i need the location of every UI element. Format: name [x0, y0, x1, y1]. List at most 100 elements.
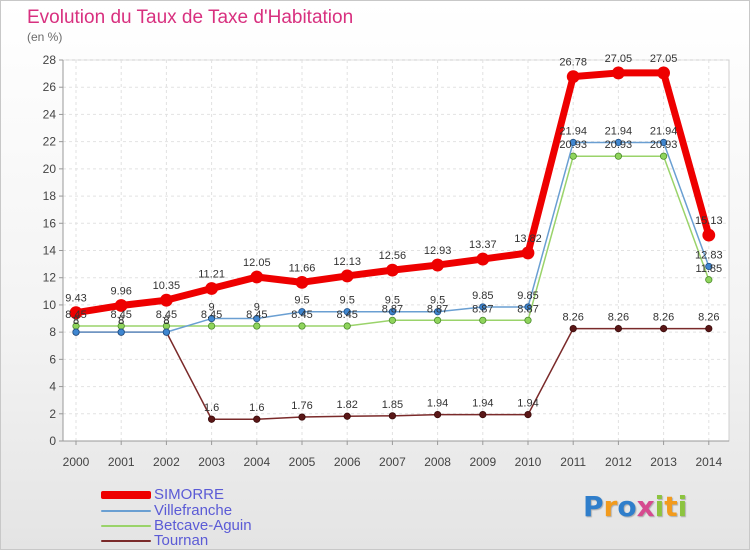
x-tick-label: 2005 — [289, 455, 316, 469]
x-tick-label: 2010 — [515, 455, 542, 469]
data-label-villefranche: 21.94 — [650, 125, 678, 137]
data-label-villefranche: 9.5 — [294, 295, 309, 307]
data-point-tournan — [614, 325, 623, 333]
data-label-tournan: 8 — [163, 315, 169, 327]
data-point-tournan — [705, 325, 713, 333]
data-point-villefranche — [659, 138, 668, 147]
x-tick-label: 2003 — [198, 455, 225, 469]
data-point-simorre — [566, 70, 580, 84]
x-tick-label: 2013 — [650, 455, 677, 469]
data-label-villefranche: 8 — [118, 315, 124, 327]
data-label-betcave-aguin: 8.87 — [517, 303, 538, 315]
data-label-simorre: 26.78 — [559, 57, 587, 69]
data-point-villefranche — [208, 314, 216, 323]
data-label-betcave-aguin: 8.87 — [382, 303, 403, 315]
data-label-tournan: 1.76 — [291, 400, 312, 412]
data-label-betcave-aguin: 8.45 — [201, 309, 222, 321]
legend-swatch-simorre — [101, 490, 151, 499]
data-label-tournan: 1.6 — [249, 402, 264, 414]
data-point-simorre — [476, 252, 490, 266]
legend-item-tournan: Tournan — [101, 533, 208, 548]
data-label-betcave-aguin: 8.45 — [336, 309, 357, 321]
data-label-tournan: 8.26 — [698, 312, 719, 324]
data-label-villefranche: 9.85 — [472, 290, 493, 302]
data-label-betcave-aguin: 8.45 — [291, 309, 312, 321]
data-label-betcave-aguin: 20.93 — [650, 139, 678, 151]
data-point-betcave-aguin — [433, 316, 442, 324]
data-point-betcave-aguin — [705, 276, 713, 284]
data-label-betcave-aguin: 8.45 — [65, 309, 86, 321]
data-point-simorre — [340, 269, 354, 283]
legend-swatch-betcave-aguin — [101, 524, 151, 527]
data-label-villefranche: 9.5 — [430, 295, 445, 307]
data-point-betcave-aguin — [388, 316, 396, 324]
data-label-villefranche: 9.5 — [340, 295, 355, 307]
data-label-betcave-aguin: 11.85 — [695, 263, 722, 275]
y-tick-label: 2 — [49, 407, 56, 421]
x-tick-label: 2002 — [153, 455, 180, 469]
data-point-simorre — [159, 293, 173, 307]
data-point-simorre — [702, 228, 716, 242]
data-label-villefranche: 8 — [163, 315, 169, 327]
data-label-simorre: 13.37 — [469, 239, 497, 251]
data-point-villefranche — [298, 308, 306, 316]
data-label-villefranche: 9.85 — [517, 290, 538, 302]
data-point-betcave-aguin — [298, 322, 306, 330]
y-tick-label: 28 — [43, 53, 57, 67]
data-point-tournan — [253, 415, 261, 423]
data-point-villefranche — [253, 314, 261, 323]
data-point-simorre — [114, 299, 128, 312]
data-point-villefranche — [388, 308, 396, 316]
logo-letter: r — [603, 490, 618, 523]
x-tick-label: 2001 — [108, 455, 135, 469]
data-label-tournan: 1.94 — [427, 398, 448, 410]
data-point-tournan — [569, 325, 577, 333]
chart-title: Evolution du Taux de Taxe d'Habitation — [27, 7, 354, 28]
logo-letter: i — [677, 490, 688, 523]
data-label-simorre: 12.93 — [424, 245, 452, 257]
data-label-simorre: 11.21 — [198, 268, 225, 280]
data-point-simorre — [657, 66, 670, 80]
x-tick-label: 2000 — [63, 455, 90, 469]
data-point-tournan — [343, 412, 351, 420]
x-tick-label: 2008 — [424, 455, 451, 469]
data-point-simorre — [250, 270, 264, 284]
data-point-betcave-aguin — [208, 322, 216, 330]
data-point-tournan — [388, 412, 396, 420]
data-label-betcave-aguin: 8.87 — [427, 303, 448, 315]
data-label-tournan: 1.94 — [517, 398, 538, 410]
data-point-betcave-aguin — [343, 322, 351, 330]
data-label-villefranche: 8 — [73, 315, 79, 327]
logo-letter: o — [617, 490, 637, 523]
data-label-tournan: 8.26 — [608, 312, 629, 324]
logo-letter: P — [583, 490, 604, 523]
data-label-simorre: 9.43 — [65, 293, 86, 305]
data-label-tournan: 8.26 — [653, 312, 674, 324]
data-point-simorre — [295, 275, 309, 289]
legend-item-villefranche: Villefranche — [101, 503, 232, 518]
proxiti-logo: Proxiti — [583, 490, 687, 523]
data-label-simorre: 9.96 — [110, 285, 131, 297]
data-point-tournan — [524, 411, 532, 419]
data-label-simorre: 12.05 — [243, 257, 271, 269]
y-tick-label: 8 — [49, 325, 56, 339]
data-label-tournan: 8 — [118, 315, 124, 327]
data-point-simorre — [612, 66, 625, 80]
data-point-villefranche — [117, 328, 125, 336]
chart-unit: (en %) — [27, 30, 63, 44]
y-tick-label: 22 — [43, 135, 57, 149]
data-label-betcave-aguin: 8.87 — [472, 303, 493, 315]
y-tick-label: 12 — [43, 271, 57, 285]
data-point-villefranche — [524, 303, 532, 311]
y-tick-label: 0 — [49, 434, 56, 448]
legend-item-simorre: SIMORRE — [101, 487, 224, 502]
data-point-tournan — [433, 411, 442, 419]
data-point-betcave-aguin — [524, 316, 532, 324]
data-point-simorre — [205, 282, 219, 295]
data-label-simorre: 13.82 — [514, 233, 542, 245]
x-tick-label: 2004 — [243, 455, 270, 469]
legend-swatch-villefranche — [101, 509, 151, 512]
data-label-tournan: 1.82 — [336, 399, 357, 411]
